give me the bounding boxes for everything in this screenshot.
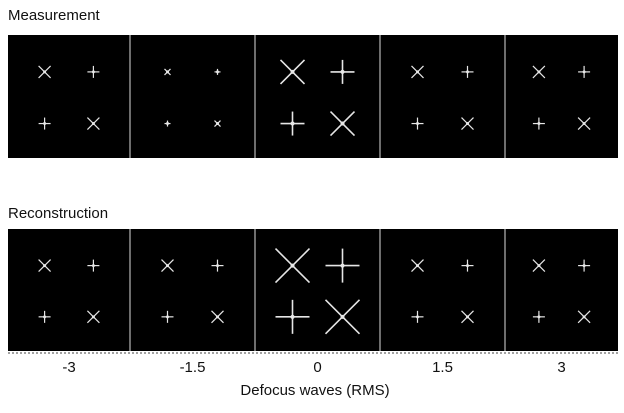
psf-core [341,70,345,74]
psf-core [537,122,540,125]
image-panel [130,229,255,351]
image-row [8,35,618,158]
psf-core [43,122,46,125]
psf-core [537,70,540,73]
x-tick-label: 3 [557,359,565,376]
row-label: Measurement [8,7,101,24]
psf-core [583,70,586,73]
psf-core [166,122,169,125]
x-tick-label: -3 [62,359,75,376]
psf-core [583,122,586,125]
image-panel [8,229,130,351]
x-tick-label: 1.5 [432,359,453,376]
psf-core [291,122,295,126]
psf-core [43,315,46,318]
psf-core [466,70,469,73]
psf-core [466,315,469,318]
psf-core [291,70,295,74]
psf-core [92,264,95,267]
psf-core [216,122,219,125]
psf-core [166,315,169,318]
psf-core [166,70,169,73]
psf-core [537,264,540,267]
axis-label: Defocus waves (RMS) [240,382,389,399]
image-panel [380,35,505,158]
psf-core [416,70,419,73]
psf-core [583,315,586,318]
image-panel [255,229,380,351]
figure: Measurement Reconstruction Defocus waves… [0,0,624,413]
row-label: Reconstruction [8,205,108,222]
image-panel [130,35,255,158]
psf-core [341,122,345,126]
image-panel [505,35,618,158]
psf-core [166,264,169,267]
psf-core [341,264,345,268]
psf-core [43,264,46,267]
psf-core [216,315,219,318]
psf-core [291,315,295,319]
psf-core [291,264,295,268]
psf-core [416,264,419,267]
image-panel [255,35,380,158]
psf-core [92,122,95,125]
x-tick-label: 0 [313,359,321,376]
page: Measurement Reconstruction Defocus waves… [0,0,624,413]
image-panel [505,229,618,351]
psf-core [416,315,419,318]
psf-core [341,315,345,319]
psf-core [583,264,586,267]
x-tick-label: -1.5 [180,359,206,376]
psf-core [92,70,95,73]
image-row [8,229,618,351]
psf-core [43,70,46,73]
psf-core [216,264,219,267]
image-panel [380,229,505,351]
image-panel [8,35,130,158]
psf-core [216,70,219,73]
psf-core [92,315,95,318]
psf-core [537,315,540,318]
psf-core [466,122,469,125]
psf-core [416,122,419,125]
psf-core [466,264,469,267]
